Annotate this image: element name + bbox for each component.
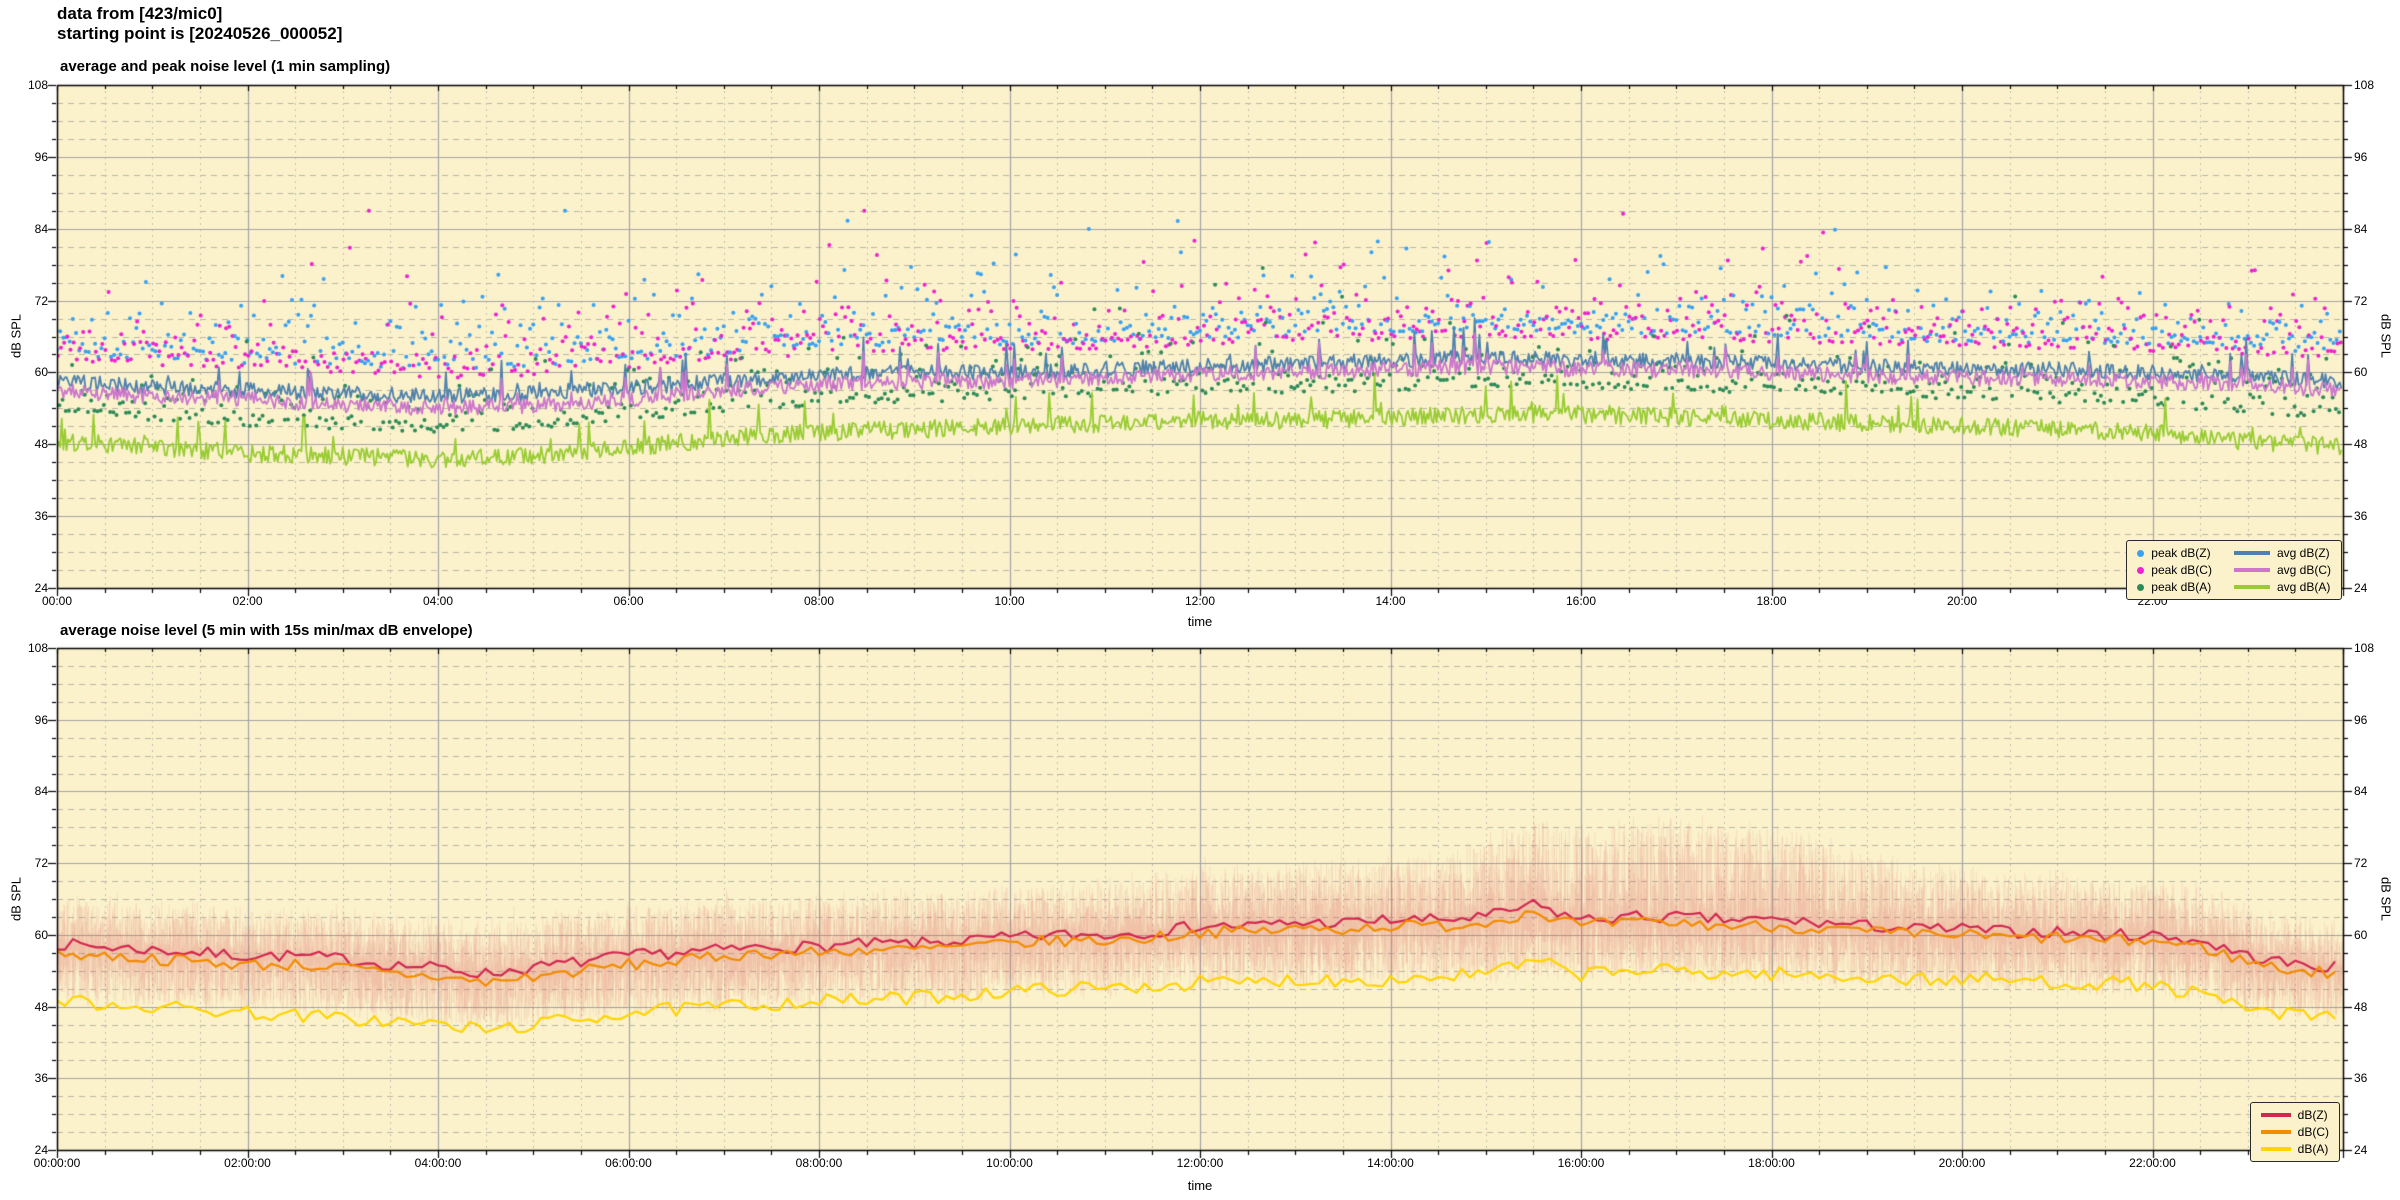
top-y-tick-label-right: 108 — [2354, 78, 2375, 92]
top-right-y-axis-label: dB SPL — [2378, 313, 2394, 359]
top-x-tick-label: 10:00 — [994, 594, 1025, 608]
bottom-y-tick-label-right: 36 — [2354, 1071, 2368, 1086]
top-x-tick-label: 18:00 — [1756, 594, 1787, 608]
top-y-tick-label-right: 96 — [2354, 149, 2368, 164]
bottom-y-tick-label-right: 72 — [2354, 856, 2368, 871]
top-x-tick-label: 12:00 — [1184, 594, 1216, 608]
bottom-y-tick-label: 72 — [34, 856, 48, 871]
header-line-1: data from [423/mic0] — [57, 4, 223, 23]
bottom-y-tick-label-right: 60 — [2354, 927, 2368, 942]
top-x-tick-label: 16:00 — [1565, 594, 1597, 608]
top-y-tick-label-right: 60 — [2354, 365, 2368, 380]
legend-entry: peak dB(C) — [2137, 563, 2212, 577]
bottom-y-tick-label-right: 84 — [2354, 784, 2368, 799]
bottom-y-tick-label: 60 — [34, 927, 48, 942]
top-x-axis-label: time — [1187, 614, 1213, 629]
bottom-y-tick-label-right: 96 — [2354, 712, 2368, 727]
legend-entry-label: peak dB(A) — [2151, 580, 2212, 594]
legend-entry: avg dB(A) — [2233, 580, 2331, 594]
top-left-y-axis-label: dB SPL — [8, 313, 24, 359]
bottom-x-tick-label: 00:00:00 — [33, 1156, 81, 1170]
bottom-x-tick-label: 10:00:00 — [986, 1156, 1033, 1170]
legend-entry: dB(C) — [2260, 1125, 2329, 1139]
top-y-tick-label: 108 — [27, 78, 48, 92]
top-x-tick-label: 08:00 — [803, 594, 835, 608]
legend-entry-label: avg dB(A) — [2276, 580, 2331, 594]
legend-entry: peak dB(A) — [2137, 580, 2212, 594]
top-y-tick-label-right: 84 — [2354, 221, 2368, 236]
bottom-x-tick-label: 04:00:00 — [414, 1156, 462, 1170]
bottom-y-tick-label: 24 — [34, 1143, 48, 1157]
bottom-y-tick-label: 96 — [34, 712, 48, 727]
top-x-tick-label: 20:00 — [1946, 594, 1978, 608]
bottom-x-tick-label: 08:00:00 — [795, 1156, 843, 1170]
top-y-tick-label: 48 — [34, 437, 48, 452]
bottom-x-tick-label: 06:00:00 — [605, 1156, 652, 1170]
top-y-tick-label: 96 — [34, 149, 48, 164]
top-y-tick-label: 36 — [34, 509, 48, 524]
legend-line-marker — [2233, 551, 2270, 555]
top-x-tick-label: 02:00 — [232, 594, 263, 608]
bottom-y-tick-label: 84 — [34, 784, 48, 799]
top-x-tick-label: 06:00 — [613, 594, 644, 608]
legend-entry: avg dB(C) — [2233, 563, 2331, 577]
top-x-tick-label: 14:00 — [1375, 594, 1406, 608]
top-y-tick-label: 84 — [34, 221, 48, 236]
bottom-x-tick-label: 18:00:00 — [1748, 1156, 1795, 1170]
top-y-tick-label-right: 24 — [2354, 581, 2368, 595]
bottom-x-tick-label: 12:00:00 — [1176, 1156, 1224, 1170]
top-y-tick-label: 24 — [34, 581, 48, 595]
legend-entry-label: peak dB(C) — [2151, 563, 2212, 577]
legend-line-marker — [2260, 1130, 2291, 1134]
bottom-y-tick-label-right: 24 — [2354, 1143, 2368, 1157]
legend-entry-label: dB(Z) — [2297, 1108, 2328, 1122]
legend-entry: dB(A) — [2260, 1142, 2329, 1156]
legend-line-marker — [2233, 585, 2270, 589]
top-y-tick-label-right: 36 — [2354, 509, 2368, 524]
top-x-tick-label: 00:00 — [41, 594, 73, 608]
bottom-chart-title: average noise level (5 min with 15s min/… — [60, 622, 473, 639]
bottom-right-y-axis-label: dB SPL — [2378, 876, 2394, 922]
bottom-y-tick-label: 48 — [34, 999, 48, 1014]
top-legend: peak dB(Z) avg dB(Z) peak dB(C) avg dB(C) pe… — [2126, 540, 2342, 600]
top-chart-title: average and peak noise level (1 min samp… — [60, 58, 391, 75]
bottom-x-axis-label: time — [1187, 1178, 1213, 1193]
bottom-y-tick-label-right: 48 — [2354, 999, 2368, 1014]
bottom-y-tick-label: 36 — [34, 1071, 48, 1086]
bottom-y-tick-label-right: 108 — [2354, 641, 2375, 655]
legend-entry: peak dB(Z) — [2137, 546, 2212, 560]
top-y-tick-label: 60 — [34, 365, 48, 380]
bottom-x-tick-label: 20:00:00 — [1938, 1156, 1986, 1170]
top-y-tick-label-right: 48 — [2354, 437, 2368, 452]
legend-entry: dB(Z) — [2260, 1108, 2329, 1122]
legend-line-marker — [2260, 1113, 2291, 1117]
top-x-tick-label: 04:00 — [422, 594, 454, 608]
bottom-y-tick-label: 108 — [27, 641, 48, 655]
legend-point-marker — [2137, 549, 2145, 557]
top-y-tick-label-right: 72 — [2354, 293, 2368, 308]
legend-entry-label: avg dB(Z) — [2276, 546, 2330, 560]
legend-entry-label: avg dB(C) — [2276, 563, 2331, 577]
bottom-x-tick-label: 16:00:00 — [1557, 1156, 1605, 1170]
bottom-x-tick-label: 02:00:00 — [224, 1156, 271, 1170]
bottom-legend: dB(Z) dB(C) dB(A) — [2249, 1102, 2340, 1162]
bottom-left-y-axis-label: dB SPL — [8, 876, 24, 922]
legend-line-marker — [2233, 568, 2270, 572]
bottom-x-tick-label: 22:00:00 — [2129, 1156, 2176, 1170]
legend-entry-label: peak dB(Z) — [2151, 546, 2211, 560]
legend-entry: avg dB(Z) — [2233, 546, 2331, 560]
bottom-x-tick-label: 14:00:00 — [1367, 1156, 1414, 1170]
legend-line-marker — [2260, 1147, 2291, 1151]
legend-point-marker — [2137, 566, 2145, 574]
legend-entry-label: dB(A) — [2297, 1142, 2329, 1156]
legend-entry-label: dB(C) — [2297, 1125, 2329, 1139]
top-y-tick-label: 72 — [34, 293, 48, 308]
header-line-2: starting point is [20240526_000052] — [57, 24, 343, 43]
legend-point-marker — [2137, 583, 2145, 591]
